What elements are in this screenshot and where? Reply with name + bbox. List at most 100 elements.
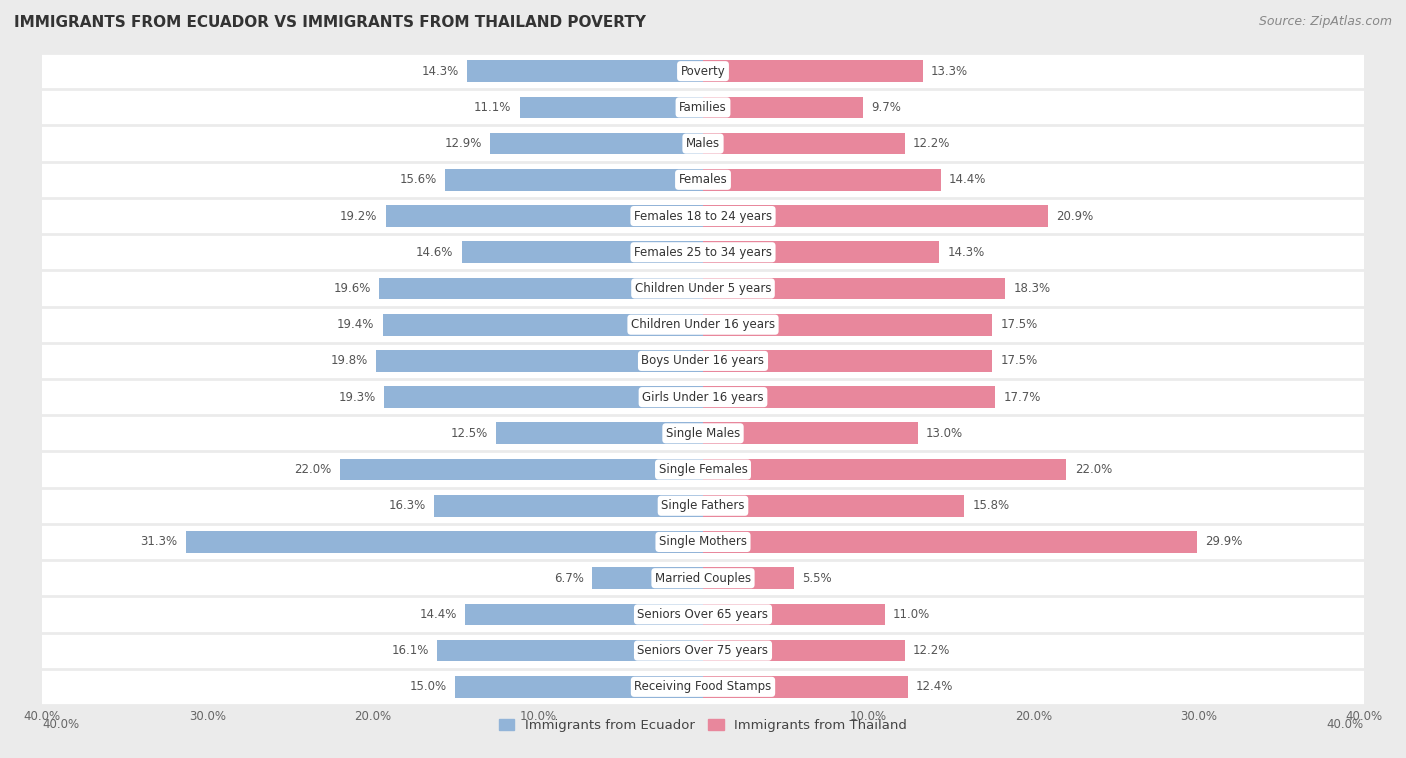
Bar	[703, 676, 908, 697]
Text: 12.5%: 12.5%	[451, 427, 488, 440]
Text: 16.3%: 16.3%	[388, 500, 426, 512]
Text: 12.4%: 12.4%	[917, 681, 953, 694]
Bar	[703, 314, 993, 336]
FancyBboxPatch shape	[10, 632, 1396, 669]
FancyBboxPatch shape	[10, 198, 1396, 234]
Text: 40.0%: 40.0%	[42, 718, 79, 731]
Bar	[703, 241, 939, 263]
Text: 17.7%: 17.7%	[1004, 390, 1040, 403]
Text: Females 18 to 24 years: Females 18 to 24 years	[634, 209, 772, 223]
Text: 15.0%: 15.0%	[409, 681, 447, 694]
Text: 29.9%: 29.9%	[1205, 535, 1243, 549]
Text: 13.0%: 13.0%	[927, 427, 963, 440]
Text: Single Males: Single Males	[666, 427, 740, 440]
Bar	[703, 96, 863, 118]
Bar	[703, 387, 995, 408]
Bar	[703, 495, 965, 517]
Bar	[456, 676, 703, 697]
FancyBboxPatch shape	[10, 53, 1396, 89]
Text: 22.0%: 22.0%	[1074, 463, 1112, 476]
Text: Families: Families	[679, 101, 727, 114]
Text: 5.5%: 5.5%	[801, 572, 832, 584]
FancyBboxPatch shape	[10, 126, 1396, 161]
Bar	[703, 205, 1049, 227]
Text: 19.4%: 19.4%	[337, 318, 374, 331]
Text: Receiving Food Stamps: Receiving Food Stamps	[634, 681, 772, 694]
Text: Females 25 to 34 years: Females 25 to 34 years	[634, 246, 772, 258]
Bar	[592, 567, 703, 589]
Text: 19.2%: 19.2%	[340, 209, 378, 223]
FancyBboxPatch shape	[10, 487, 1396, 524]
Bar	[339, 459, 703, 481]
Bar	[703, 133, 904, 155]
Text: 19.3%: 19.3%	[339, 390, 375, 403]
Bar	[382, 314, 703, 336]
FancyBboxPatch shape	[10, 306, 1396, 343]
Text: Males: Males	[686, 137, 720, 150]
Bar	[703, 422, 918, 444]
Bar	[467, 61, 703, 82]
Text: IMMIGRANTS FROM ECUADOR VS IMMIGRANTS FROM THAILAND POVERTY: IMMIGRANTS FROM ECUADOR VS IMMIGRANTS FR…	[14, 15, 647, 30]
FancyBboxPatch shape	[10, 524, 1396, 560]
Text: 19.6%: 19.6%	[333, 282, 371, 295]
Text: Girls Under 16 years: Girls Under 16 years	[643, 390, 763, 403]
Text: 18.3%: 18.3%	[1014, 282, 1050, 295]
Bar	[703, 603, 884, 625]
Text: 14.3%: 14.3%	[422, 64, 458, 77]
Bar	[465, 603, 703, 625]
Text: 12.9%: 12.9%	[444, 137, 482, 150]
Bar	[703, 567, 794, 589]
Text: Single Mothers: Single Mothers	[659, 535, 747, 549]
Legend: Immigrants from Ecuador, Immigrants from Thailand: Immigrants from Ecuador, Immigrants from…	[494, 714, 912, 738]
Text: Single Fathers: Single Fathers	[661, 500, 745, 512]
Bar	[520, 96, 703, 118]
Bar	[703, 277, 1005, 299]
Bar	[384, 387, 703, 408]
Bar	[437, 640, 703, 662]
Text: 31.3%: 31.3%	[141, 535, 177, 549]
FancyBboxPatch shape	[10, 234, 1396, 271]
Bar	[703, 169, 941, 191]
FancyBboxPatch shape	[10, 89, 1396, 126]
FancyBboxPatch shape	[10, 343, 1396, 379]
Bar	[496, 422, 703, 444]
Bar	[489, 133, 703, 155]
Text: Children Under 16 years: Children Under 16 years	[631, 318, 775, 331]
Bar	[703, 531, 1197, 553]
Text: 16.1%: 16.1%	[391, 644, 429, 657]
FancyBboxPatch shape	[10, 415, 1396, 452]
Text: 13.3%: 13.3%	[931, 64, 969, 77]
Text: 11.1%: 11.1%	[474, 101, 512, 114]
Text: 17.5%: 17.5%	[1001, 355, 1038, 368]
Bar	[703, 61, 922, 82]
Bar	[703, 640, 904, 662]
Text: 22.0%: 22.0%	[294, 463, 332, 476]
Bar	[461, 241, 703, 263]
Bar	[446, 169, 703, 191]
FancyBboxPatch shape	[10, 560, 1396, 597]
Text: 15.8%: 15.8%	[973, 500, 1010, 512]
Bar	[433, 495, 703, 517]
Text: 14.4%: 14.4%	[419, 608, 457, 621]
Bar	[703, 350, 993, 371]
Text: 17.5%: 17.5%	[1001, 318, 1038, 331]
Text: Children Under 5 years: Children Under 5 years	[634, 282, 772, 295]
Text: 14.6%: 14.6%	[416, 246, 454, 258]
Bar	[380, 277, 703, 299]
Text: Source: ZipAtlas.com: Source: ZipAtlas.com	[1258, 15, 1392, 28]
Text: 11.0%: 11.0%	[893, 608, 931, 621]
Text: 14.3%: 14.3%	[948, 246, 984, 258]
FancyBboxPatch shape	[10, 161, 1396, 198]
Bar	[385, 205, 703, 227]
Text: 6.7%: 6.7%	[554, 572, 583, 584]
FancyBboxPatch shape	[10, 271, 1396, 306]
Text: Females: Females	[679, 174, 727, 186]
FancyBboxPatch shape	[10, 379, 1396, 415]
Text: 14.4%: 14.4%	[949, 174, 987, 186]
Text: 40.0%: 40.0%	[1327, 718, 1364, 731]
Text: 9.7%: 9.7%	[872, 101, 901, 114]
Text: 12.2%: 12.2%	[912, 644, 950, 657]
Text: Seniors Over 75 years: Seniors Over 75 years	[637, 644, 769, 657]
FancyBboxPatch shape	[10, 452, 1396, 487]
FancyBboxPatch shape	[10, 669, 1396, 705]
